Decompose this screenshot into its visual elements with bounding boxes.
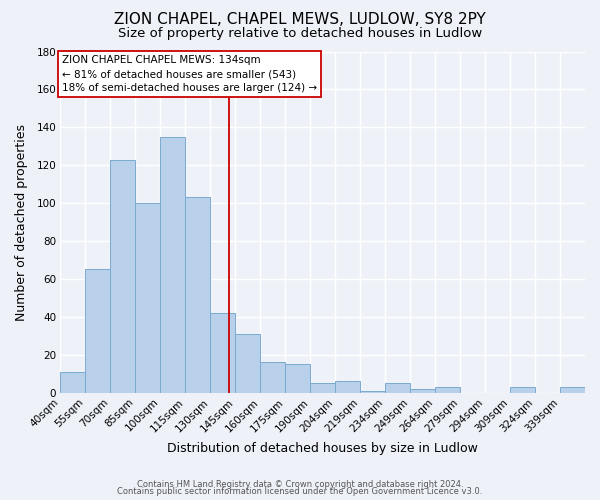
Text: ZION CHAPEL CHAPEL MEWS: 134sqm
← 81% of detached houses are smaller (543)
18% o: ZION CHAPEL CHAPEL MEWS: 134sqm ← 81% of… [62, 56, 317, 94]
Bar [410, 389, 435, 392]
Bar [310, 383, 335, 392]
Text: ZION CHAPEL, CHAPEL MEWS, LUDLOW, SY8 2PY: ZION CHAPEL, CHAPEL MEWS, LUDLOW, SY8 2P… [114, 12, 486, 28]
Bar [285, 364, 310, 392]
X-axis label: Distribution of detached houses by size in Ludlow: Distribution of detached houses by size … [167, 442, 478, 455]
Bar [60, 372, 85, 392]
Bar [260, 362, 285, 392]
Y-axis label: Number of detached properties: Number of detached properties [15, 124, 28, 320]
Bar [185, 198, 210, 392]
Bar [335, 382, 360, 392]
Bar [210, 313, 235, 392]
Text: Contains public sector information licensed under the Open Government Licence v3: Contains public sector information licen… [118, 488, 482, 496]
Bar [360, 390, 385, 392]
Bar [435, 387, 460, 392]
Bar [85, 270, 110, 392]
Bar [560, 387, 585, 392]
Bar [110, 160, 135, 392]
Text: Contains HM Land Registry data © Crown copyright and database right 2024.: Contains HM Land Registry data © Crown c… [137, 480, 463, 489]
Bar [235, 334, 260, 392]
Bar [510, 387, 535, 392]
Bar [385, 383, 410, 392]
Bar [135, 203, 160, 392]
Bar [160, 137, 185, 392]
Text: Size of property relative to detached houses in Ludlow: Size of property relative to detached ho… [118, 28, 482, 40]
